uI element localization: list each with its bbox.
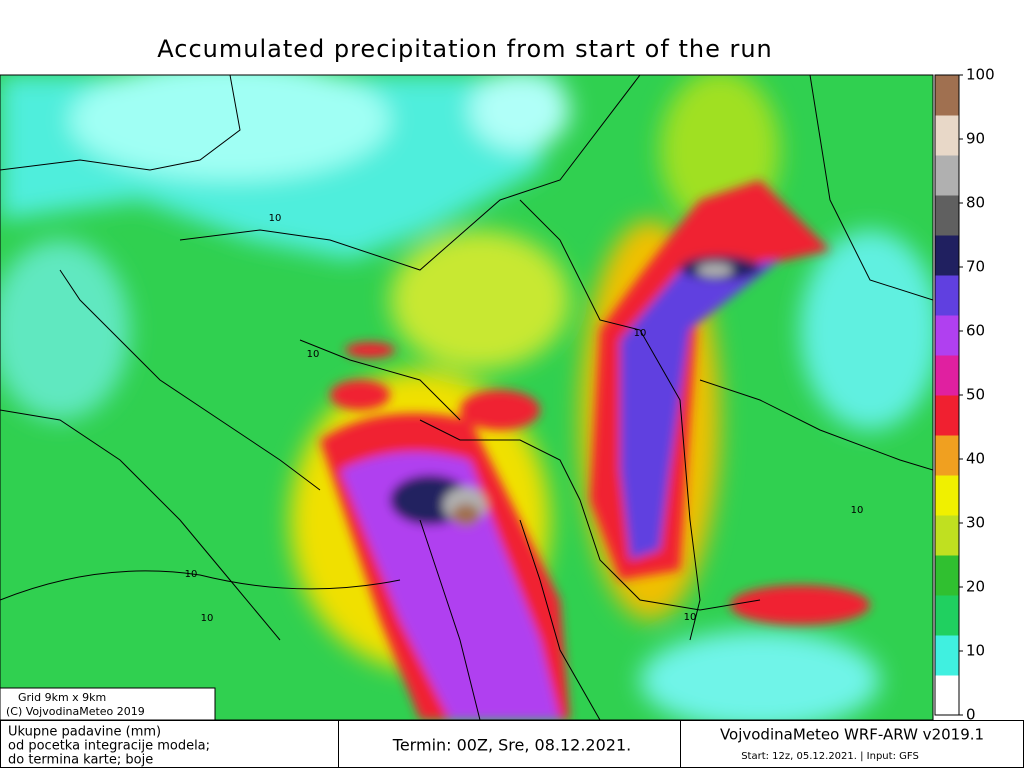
- colorbar-label: 10: [966, 642, 985, 660]
- colorbar-label: 40: [966, 450, 985, 468]
- colorbar-swatch: [935, 515, 959, 556]
- contour-label: 10: [684, 612, 697, 623]
- colorbar-swatch: [935, 435, 959, 476]
- colorbar-swatch: [935, 355, 959, 396]
- colorbar-label: 90: [966, 130, 985, 148]
- colorbar-swatch: [935, 275, 959, 316]
- model-name: VojvodinaMeteo WRF-ARW v2019.1: [720, 726, 984, 744]
- footer-text: do termina karte; boje: [8, 753, 153, 768]
- model-start: Start: 12z, 05.12.2021. | Input: GFS: [741, 751, 919, 762]
- title: Accumulated precipitation from start of …: [157, 35, 773, 63]
- grid-box: [0, 687, 216, 721]
- colorbar-swatch: [935, 555, 959, 596]
- colorbar-swatch: [935, 195, 959, 236]
- grid-note: Grid 9km x 9km: [18, 691, 106, 704]
- map: [0, 75, 933, 720]
- colorbar-swatch: [935, 75, 959, 116]
- footer-text: Ukupne padavine (mm): [8, 725, 161, 740]
- colorbar-swatch: [935, 235, 959, 276]
- contour-label: 10: [201, 613, 214, 624]
- colorbar-label: 20: [966, 578, 985, 596]
- colorbar-swatch: [935, 115, 959, 156]
- colorbar-label: 100: [966, 66, 995, 84]
- footer-right: [680, 720, 1024, 768]
- contour-label: 10: [307, 349, 320, 360]
- contour-label: 10: [185, 569, 198, 580]
- colorbar-label: 80: [966, 194, 985, 212]
- colorbar-swatch: [935, 635, 959, 676]
- colorbar-swatch: [935, 595, 959, 636]
- termin: Termin: 00Z, Sre, 08.12.2021.: [392, 736, 631, 755]
- colorbar-label: 60: [966, 322, 985, 340]
- contour-label: 10: [851, 505, 864, 516]
- colorbar-label: 30: [966, 514, 985, 532]
- contour-label: 10: [269, 213, 282, 224]
- colorbar-label: 50: [966, 386, 985, 404]
- colorbar-label: 70: [966, 258, 985, 276]
- contour-label: 10: [634, 328, 647, 339]
- footer-text: od pocetka integracije modela;: [8, 739, 210, 754]
- colorbar-swatch: [935, 155, 959, 196]
- colorbar-label: 0: [966, 706, 976, 724]
- colorbar-swatch: [935, 315, 959, 356]
- grid-note: (C) VojvodinaMeteo 2019: [6, 705, 145, 718]
- colorbar-swatch: [935, 475, 959, 516]
- colorbar-swatch: [935, 675, 959, 716]
- colorbar-swatch: [935, 395, 959, 436]
